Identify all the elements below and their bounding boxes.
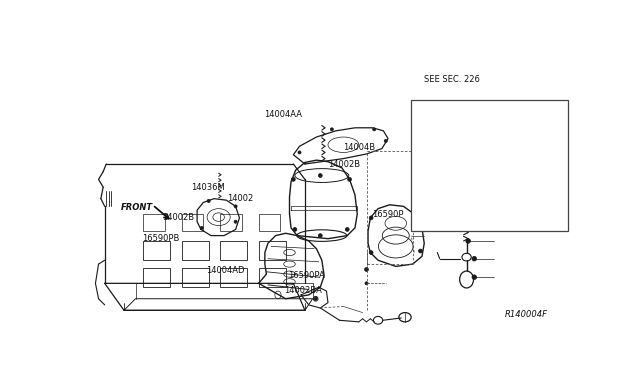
Ellipse shape bbox=[365, 267, 369, 272]
Ellipse shape bbox=[348, 177, 351, 181]
Ellipse shape bbox=[419, 212, 422, 216]
Ellipse shape bbox=[291, 177, 295, 181]
Text: 14014: 14014 bbox=[422, 178, 449, 187]
Text: 14002B: 14002B bbox=[162, 214, 194, 222]
Ellipse shape bbox=[318, 234, 322, 238]
Ellipse shape bbox=[330, 128, 333, 131]
Text: 14069A: 14069A bbox=[447, 145, 479, 154]
Ellipse shape bbox=[384, 140, 387, 142]
Text: FRONT: FRONT bbox=[121, 203, 153, 212]
Bar bbox=[220, 214, 242, 231]
Ellipse shape bbox=[200, 226, 204, 230]
Ellipse shape bbox=[207, 199, 210, 202]
Text: 16590PA: 16590PA bbox=[289, 271, 325, 280]
Bar bbox=[182, 214, 204, 231]
Bar bbox=[259, 241, 285, 260]
Ellipse shape bbox=[234, 220, 237, 223]
Ellipse shape bbox=[365, 282, 368, 285]
Text: 14002: 14002 bbox=[227, 194, 253, 203]
Bar bbox=[411, 100, 568, 231]
Bar bbox=[220, 268, 247, 287]
Ellipse shape bbox=[234, 205, 237, 208]
Bar bbox=[143, 268, 170, 287]
Ellipse shape bbox=[318, 174, 322, 177]
Text: 14004E: 14004E bbox=[486, 197, 517, 206]
Ellipse shape bbox=[293, 228, 297, 231]
Ellipse shape bbox=[461, 221, 466, 225]
Bar bbox=[143, 241, 170, 260]
Ellipse shape bbox=[419, 249, 422, 253]
Text: 14036M: 14036M bbox=[191, 183, 225, 192]
Bar bbox=[143, 214, 164, 231]
Text: R140004F: R140004F bbox=[504, 310, 547, 319]
Ellipse shape bbox=[314, 297, 317, 300]
Ellipse shape bbox=[472, 256, 477, 261]
Ellipse shape bbox=[472, 275, 477, 279]
Ellipse shape bbox=[372, 128, 376, 131]
Bar bbox=[182, 241, 209, 260]
Ellipse shape bbox=[466, 239, 470, 243]
Ellipse shape bbox=[346, 228, 349, 231]
Text: 16590P: 16590P bbox=[372, 210, 404, 219]
Text: 14002BA: 14002BA bbox=[284, 286, 321, 295]
Ellipse shape bbox=[369, 216, 373, 220]
Text: 14004B: 14004B bbox=[343, 143, 375, 152]
Text: 14004AD: 14004AD bbox=[206, 266, 244, 275]
Bar bbox=[259, 214, 280, 231]
Text: SEE SEC. 226: SEE SEC. 226 bbox=[424, 75, 480, 84]
Ellipse shape bbox=[369, 251, 373, 254]
Text: 16590PB: 16590PB bbox=[141, 234, 179, 243]
Text: 14004BA: 14004BA bbox=[497, 164, 536, 173]
Text: 14002B: 14002B bbox=[328, 160, 360, 169]
Text: 14004AA: 14004AA bbox=[264, 110, 302, 119]
Ellipse shape bbox=[298, 151, 301, 154]
Text: 14004A: 14004A bbox=[480, 212, 512, 222]
Text: 14004EA: 14004EA bbox=[497, 178, 535, 187]
Bar bbox=[220, 241, 247, 260]
Bar bbox=[259, 268, 285, 287]
Bar bbox=[182, 268, 209, 287]
